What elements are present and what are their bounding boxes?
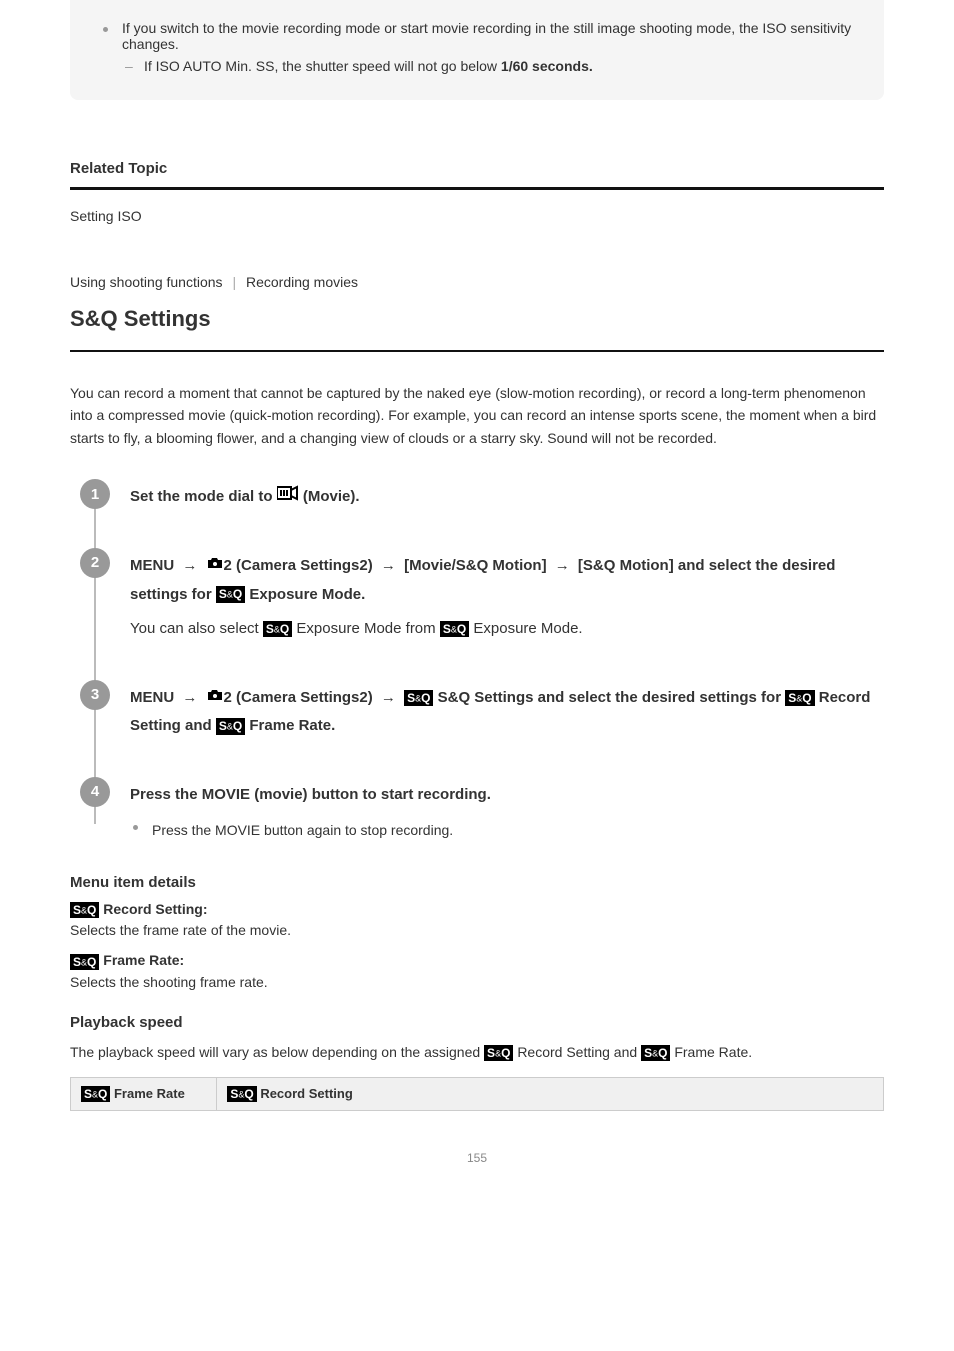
steps-list: 1 Set the mode dial to (Movie). 2 MENU →… — [80, 479, 884, 844]
step3-c: S&Q Settings and select the desired sett… — [438, 689, 786, 706]
record-setting-label: S&Q Record Setting: — [70, 901, 884, 918]
th2-text: Record Setting — [257, 1086, 353, 1101]
menu-details-heading: Menu item details — [70, 874, 884, 891]
sq-badge-3: S&Q — [440, 621, 469, 637]
step-3: 3 MENU → 2 (Camera Settings2) → S&Q S&Q … — [80, 680, 884, 741]
table-head-1: S&Q Frame Rate — [71, 1077, 217, 1111]
step-2: 2 MENU → 2 (Camera Settings2) → [Movie/S… — [80, 548, 884, 644]
divider-thick — [70, 187, 884, 190]
sq-badge-11: S&Q — [81, 1086, 110, 1102]
playback-desc-c: Frame Rate. — [674, 1044, 752, 1060]
table-head-2: S&Q Record Setting — [217, 1077, 884, 1111]
step3-e: Frame Rate. — [249, 717, 335, 734]
step2-note-c: Exposure Mode. — [473, 620, 582, 637]
note-text-1: If you switch to the movie recording mod… — [122, 20, 851, 52]
breadcrumb-b: Recording movies — [246, 274, 358, 290]
step-4: 4 Press the MOVIE (movie) button to star… — [80, 777, 884, 844]
note-box: If you switch to the movie recording mod… — [70, 0, 884, 100]
frame-rate-desc: Selects the shooting frame rate. — [70, 974, 884, 990]
sq-badge-10: S&Q — [641, 1045, 670, 1061]
arrow-icon-2: → — [377, 552, 400, 581]
movie-mode-icon — [277, 483, 299, 512]
rec-label-text: Record Setting: — [99, 901, 207, 917]
section-title: S&Q Settings — [70, 306, 884, 332]
playback-desc: The playback speed will vary as below de… — [70, 1041, 884, 1065]
related-heading: Related Topic — [70, 160, 884, 177]
step-number-3: 3 — [80, 680, 110, 710]
cam2-label-b: 2 — [224, 689, 232, 706]
sq-badge-4: S&Q — [404, 690, 433, 706]
step2-a: MENU — [130, 557, 178, 574]
step3-b: (Camera Settings2) — [236, 689, 377, 706]
note-item-1: If you switch to the movie recording mod… — [100, 20, 854, 74]
arrow-icon: → — [178, 552, 201, 581]
playback-desc-a: The playback speed will vary as below de… — [70, 1044, 484, 1060]
step-number-2: 2 — [80, 548, 110, 578]
note-sub-label: If ISO AUTO Min. SS, the shutter speed w… — [144, 58, 501, 74]
step-number-4: 4 — [80, 777, 110, 807]
breadcrumb-sep: | — [226, 274, 242, 290]
breadcrumb: Using shooting functions | Recording mov… — [70, 274, 884, 290]
step4-note: Press the MOVIE button again to stop rec… — [130, 817, 884, 844]
camera-settings2-icon-b — [206, 684, 224, 713]
arrow-icon-5: → — [377, 684, 400, 713]
step4-a: Press the MOVIE (movie) button to start … — [130, 786, 491, 803]
arrow-icon-4: → — [178, 684, 201, 713]
playback-speed-table: S&Q Frame Rate S&Q Record Setting — [70, 1077, 884, 1112]
breadcrumb-a: Using shooting functions — [70, 274, 223, 290]
page-number: 155 — [70, 1151, 884, 1165]
sq-badge-5: S&Q — [785, 690, 814, 706]
playback-heading: Playback speed — [70, 1014, 884, 1031]
playback-desc-b: Record Setting and — [517, 1044, 641, 1060]
divider-thin — [70, 350, 884, 352]
note-sub-value: 1/60 seconds. — [501, 58, 593, 74]
sq-badge-12: S&Q — [227, 1086, 256, 1102]
related-section: Related Topic Setting ISO — [70, 160, 884, 224]
step2-note-b: Exposure Mode from — [296, 620, 439, 637]
related-link[interactable]: Setting ISO — [70, 208, 142, 224]
step2-b: (Camera Settings2) — [236, 557, 377, 574]
step-number-1: 1 — [80, 479, 110, 509]
sq-badge-7: S&Q — [70, 902, 99, 918]
arrow-icon-3: → — [551, 552, 574, 581]
section-intro: You can record a moment that cannot be c… — [70, 382, 884, 449]
sq-badge-2: S&Q — [263, 621, 292, 637]
record-setting-desc: Selects the frame rate of the movie. — [70, 922, 884, 938]
step2-c: [Movie/S&Q Motion] — [404, 557, 551, 574]
step2-e: Exposure Mode. — [249, 586, 365, 603]
step2-note-a: You can also select — [130, 620, 263, 637]
note-subitem: If ISO AUTO Min. SS, the shutter speed w… — [122, 58, 854, 74]
menu-details-list: S&Q Record Setting: Selects the frame ra… — [70, 901, 884, 990]
sq-badge-1: S&Q — [216, 586, 245, 602]
camera-settings2-icon — [206, 552, 224, 581]
step-1: 1 Set the mode dial to (Movie). — [80, 479, 884, 512]
step3-a: MENU — [130, 689, 178, 706]
sq-badge-9: S&Q — [484, 1045, 513, 1061]
sq-badge-8: S&Q — [70, 954, 99, 970]
th1-text: Frame Rate — [110, 1086, 184, 1101]
fr-label-text: Frame Rate: — [99, 952, 184, 968]
steps-connector — [94, 497, 96, 824]
step1-a: Set the mode dial to — [130, 488, 277, 505]
frame-rate-label: S&Q Frame Rate: — [70, 952, 884, 969]
step1-b: (Movie). — [303, 488, 360, 505]
cam2-label: 2 — [224, 557, 232, 574]
sq-badge-6: S&Q — [216, 718, 245, 734]
